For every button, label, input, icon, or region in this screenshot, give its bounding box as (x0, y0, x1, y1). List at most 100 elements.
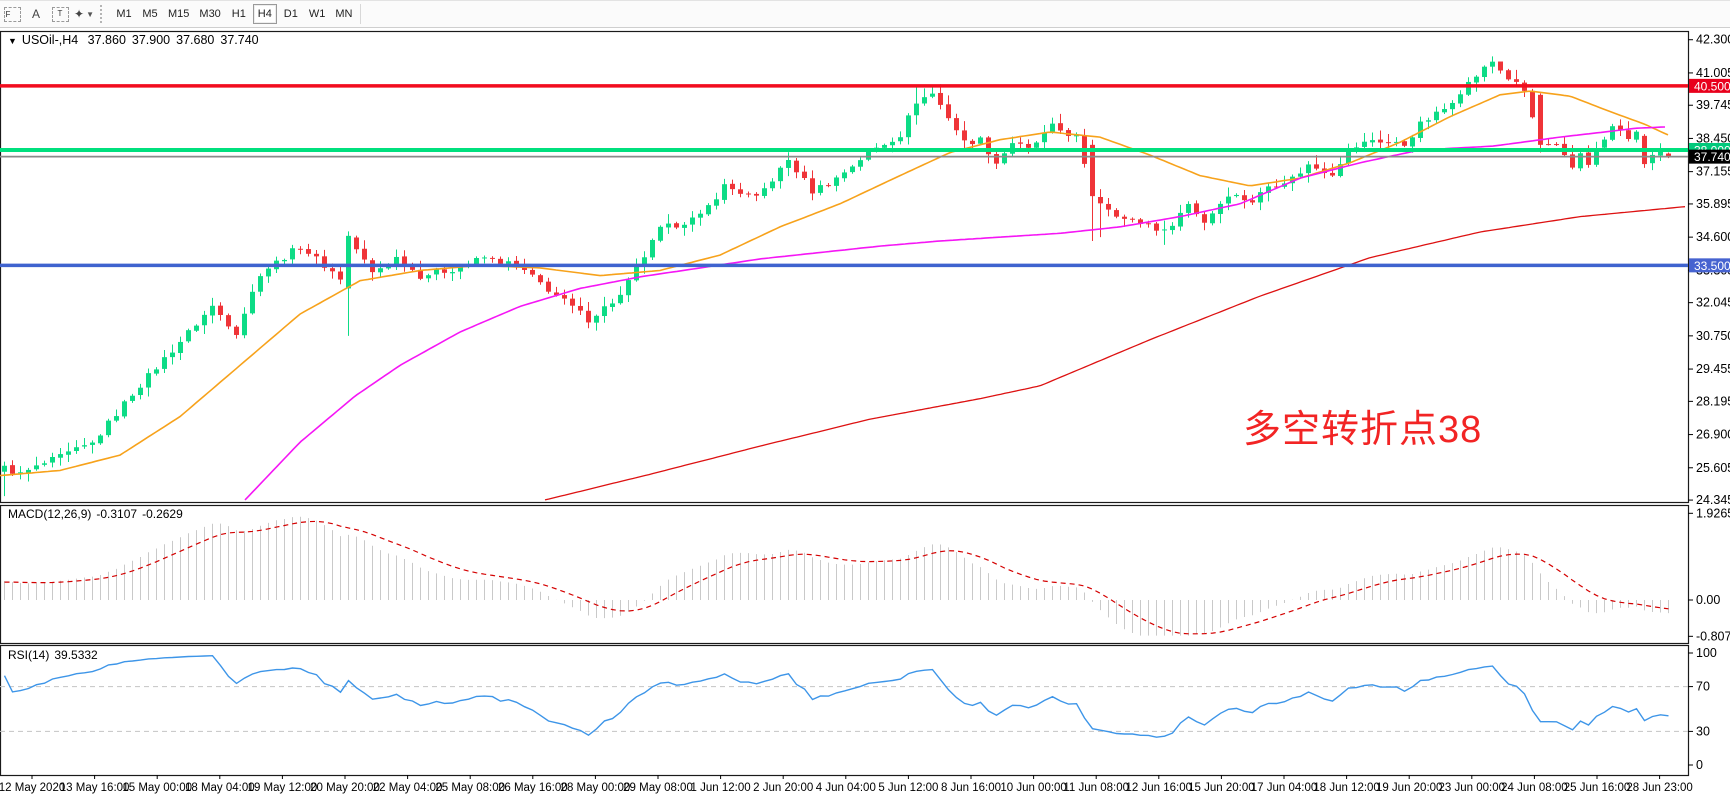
candle (1210, 213, 1215, 224)
candle (482, 257, 487, 259)
time-tick-label: 8 Jun 16:00 (941, 782, 1001, 794)
candle (2, 465, 7, 472)
candle (426, 275, 431, 279)
colors-icon[interactable]: ✦ ▼ (74, 7, 94, 21)
candle (514, 260, 519, 265)
time-tick-label: 28 May 00:00 (561, 782, 631, 794)
time-tick-label: 25 Jun 16:00 (1564, 782, 1631, 794)
candle (802, 171, 807, 179)
candle (290, 248, 295, 260)
time-tick-label: 15 May 00:00 (122, 782, 192, 794)
timeframe-button-group: M1 M5 M15 M30 H1 H4 D1 W1 MN (111, 4, 357, 24)
timeframe-button-w1[interactable]: W1 (308, 8, 326, 20)
candle (1258, 192, 1263, 203)
timeframe-button-m30[interactable]: M30 (199, 8, 221, 20)
candle (1626, 130, 1631, 140)
price-tick-label: 25.605 (1696, 461, 1730, 475)
candle (10, 465, 15, 474)
candle (1146, 223, 1151, 225)
candle (1066, 130, 1071, 136)
price-level-label (1689, 149, 1730, 164)
rsi-panel[interactable]: 100 70 30 0 (0, 646, 1717, 772)
candle (226, 315, 231, 327)
candle (594, 315, 599, 323)
candle (1170, 225, 1175, 231)
candle (186, 330, 191, 342)
candle (1042, 132, 1047, 143)
candle (298, 248, 303, 250)
chart-canvas[interactable]: 42.300 41.005 39.745 38.450 37.155 35.895 34.6… (0, 28, 1730, 796)
candle (1586, 152, 1591, 165)
candle (698, 213, 703, 218)
time-tick-label: 29 May 08:00 (623, 782, 693, 794)
candle (786, 160, 791, 168)
candle (330, 268, 335, 272)
candle (538, 275, 543, 283)
candle (1114, 210, 1119, 217)
timeframe-button-d1[interactable]: D1 (283, 8, 298, 20)
chart-annotation-text[interactable]: 多空转折点38 (1243, 409, 1483, 451)
candle (458, 266, 463, 272)
timeframe-button-h1[interactable]: H1 (231, 8, 246, 20)
candle (674, 223, 679, 228)
timeframe-button-m1[interactable]: M1 (116, 8, 132, 20)
chevron-down-icon: ▼ (86, 9, 94, 19)
candle (882, 144, 887, 148)
macd-signal-line (4, 520, 1669, 635)
candle (754, 193, 759, 196)
toolbar-grip[interactable] (100, 5, 107, 23)
candle (162, 357, 167, 369)
candle (1498, 61, 1503, 71)
time-tick-label: 12 May 2020 (0, 782, 65, 794)
price-tick-label: 29.455 (1696, 362, 1730, 376)
ohlc-close: 37.740 (220, 33, 259, 47)
price-tick-label: 34.600 (1696, 230, 1730, 244)
ma-fast-orange (0, 90, 1669, 477)
candle (1610, 126, 1615, 140)
candle (746, 193, 751, 195)
candle (850, 166, 855, 173)
candle (1130, 218, 1135, 220)
candle (362, 248, 367, 260)
candle (410, 266, 415, 270)
symbol-name: USOil-,H4 (21, 33, 79, 47)
text-label-icon[interactable]: T (49, 4, 71, 24)
font-icon[interactable]: A (31, 7, 40, 21)
price-axis[interactable]: 42.300 41.005 39.745 38.450 37.155 35.895 34.6… (1688, 33, 1730, 507)
candle (1330, 172, 1335, 176)
ohlc-low: 37.680 (176, 33, 215, 47)
candle (1058, 123, 1063, 131)
timeframe-button-mn[interactable]: MN (335, 8, 353, 20)
candle (1634, 131, 1639, 140)
timeframe-button-m5[interactable]: M5 (142, 8, 158, 20)
timeframe-button-h4[interactable]: H4 (252, 4, 277, 24)
candle (1482, 66, 1487, 78)
symbol-header: ▼ USOil-,H4 37.860 37.900 37.680 37.740 (8, 33, 265, 47)
candle (1018, 142, 1023, 144)
candle (498, 258, 503, 264)
price-tick-label: 42.300 (1696, 33, 1730, 47)
candle (1394, 141, 1399, 143)
timeframe-button-m15[interactable]: M15 (168, 8, 190, 20)
chart-shift-icon[interactable]: F (1, 4, 23, 24)
price-tick-label: 26.900 (1696, 428, 1730, 442)
price-tick-label: 24.345 (1696, 493, 1730, 507)
candle (1370, 140, 1375, 143)
candle (954, 118, 959, 131)
rsi-tick-label: 30 (1696, 724, 1710, 738)
candle (178, 341, 183, 353)
candle (546, 281, 551, 292)
candle (978, 137, 983, 144)
candle (690, 217, 695, 225)
candle (554, 292, 559, 296)
candle (194, 325, 199, 331)
time-tick-label: 15 Jun 20:00 (1188, 782, 1255, 794)
symbol-dropdown-icon[interactable]: ▼ (8, 36, 17, 46)
candle (74, 447, 79, 452)
candle (810, 178, 815, 194)
toolbar-separator (360, 4, 362, 24)
price-level-label-text: 33.500 (1694, 259, 1730, 273)
candle (1474, 76, 1479, 83)
